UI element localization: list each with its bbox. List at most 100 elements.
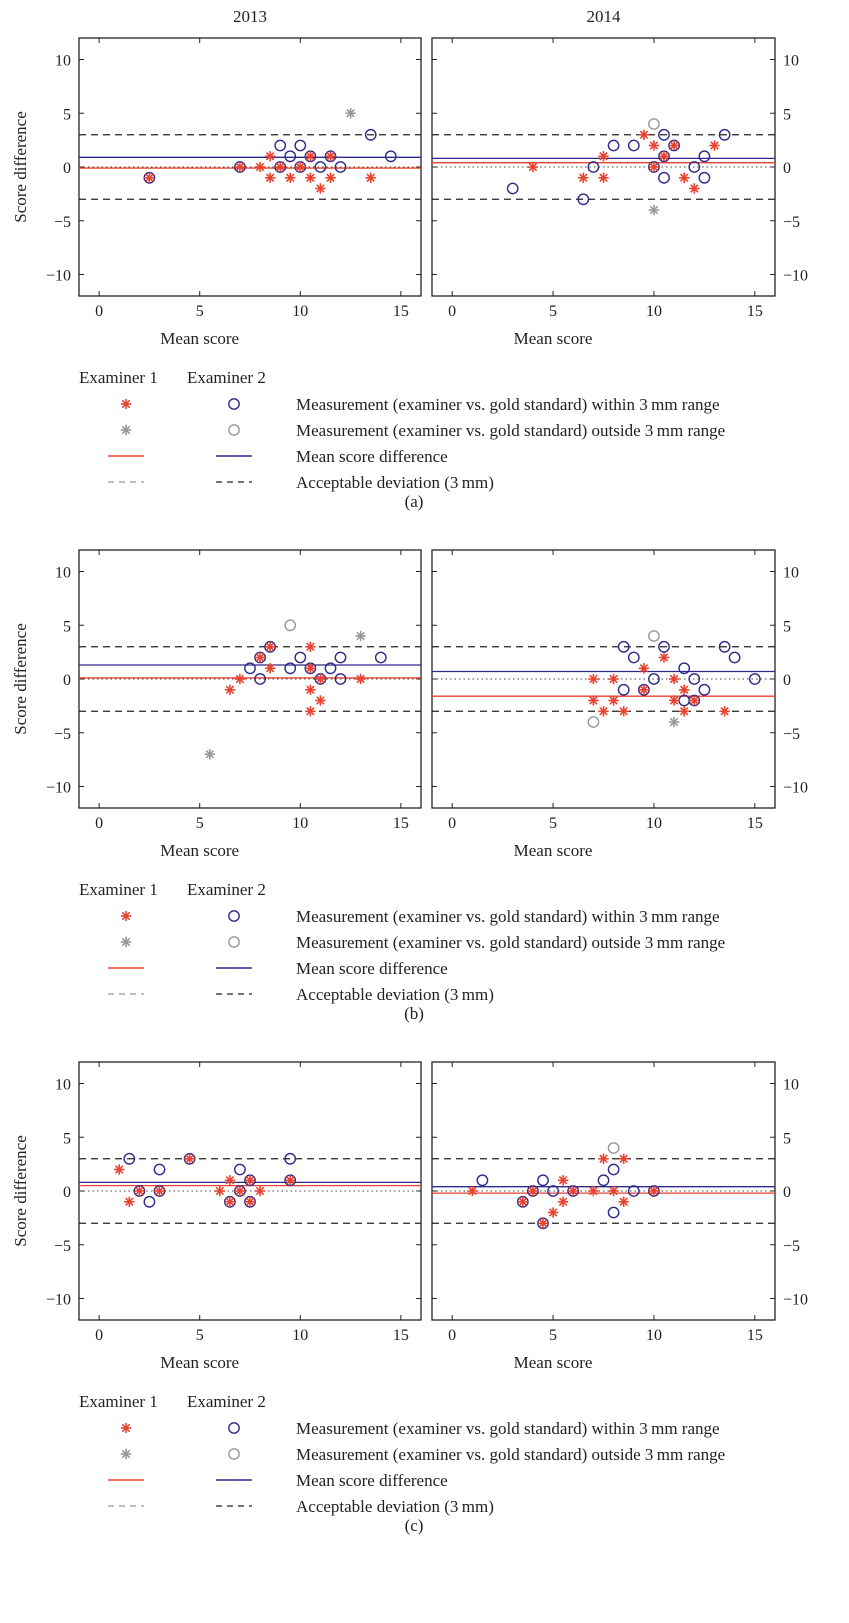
examiner1-within-point [608, 1185, 619, 1197]
x-tick-label: 15 [747, 815, 763, 832]
legend-header-examiner2: Examiner 2 [187, 368, 266, 387]
y-tick-label: −10 [783, 268, 808, 285]
examiner2-within-point [658, 128, 670, 141]
examiner1-within-point [598, 151, 609, 162]
examiner1-within-point [679, 684, 690, 695]
examiner2-within-point [688, 673, 701, 685]
examiner1-within-point [598, 172, 609, 184]
examiner1-within-point [234, 673, 246, 685]
examiner2-within-point [638, 683, 650, 696]
x-tick-label: 10 [646, 815, 662, 832]
examiner2-within-point [244, 662, 256, 675]
legend-marker-examiner1-within [120, 910, 132, 922]
y-tick-label: 0 [63, 1184, 71, 1201]
examiner2-within-point [294, 651, 307, 664]
examiner2-within-point [617, 640, 630, 653]
examiner1-within-point [547, 1207, 559, 1218]
examiner1-within-point [315, 673, 326, 685]
y-tick-label: 10 [55, 1077, 71, 1094]
legend-marker-examiner2-outside [228, 1448, 240, 1460]
panel-label: (b) [404, 1004, 424, 1023]
examiner2-within-point [254, 673, 267, 685]
legend-marker-examiner2-within [228, 398, 240, 410]
examiner1-within-point [285, 172, 296, 184]
x-tick-label: 0 [95, 303, 103, 320]
legend-marker-examiner2-outside [228, 936, 240, 948]
legend: Examiner 1 Examiner 2 Measurement (examine… [79, 368, 725, 492]
x-tick-label: 15 [747, 303, 763, 320]
examiner1-within-point [214, 1185, 226, 1197]
examiner1-within-point [224, 684, 236, 695]
examiner2-within-point [334, 673, 347, 685]
legend-row-text: Measurement (examiner vs. gold standard)… [296, 907, 720, 926]
legend-row-text: Measurement (examiner vs. gold standard)… [296, 933, 725, 952]
examiner1-outside-point [345, 108, 356, 119]
x-axis-label: Mean score [514, 841, 593, 860]
x-tick-label: 15 [393, 1327, 409, 1344]
examiner2-within-point [698, 171, 711, 184]
legend-row-text: Measurement (examiner vs. gold standard)… [296, 421, 725, 440]
examiner2-within-point [143, 1195, 156, 1208]
x-tick-label: 5 [196, 815, 204, 832]
examiner2-outside-point [284, 619, 297, 632]
examiner2-within-point [123, 1152, 136, 1165]
legend-row-text: Measurement (examiner vs. gold standard)… [296, 1445, 725, 1464]
examiner1-within-point [134, 1185, 145, 1197]
x-tick-label: 15 [393, 303, 409, 320]
examiner1-within-point [224, 1175, 236, 1186]
y-tick-label: −10 [783, 780, 808, 797]
legend-marker-examiner2-within [228, 1422, 240, 1434]
examiner2-within-point [658, 640, 670, 653]
examiner2-within-point [698, 150, 711, 163]
x-tick-label: 0 [95, 815, 103, 832]
examiner2-within-point [274, 139, 287, 152]
examiner1-within-point [668, 140, 680, 151]
x-tick-label: 0 [95, 1327, 103, 1344]
x-tick-label: 0 [448, 303, 456, 320]
x-tick-label: 5 [549, 1327, 557, 1344]
y-axis-label: Score difference [11, 1135, 30, 1247]
examiner2-within-point [314, 161, 327, 173]
examiner1-within-point [648, 140, 660, 151]
examiner1-within-point [618, 1153, 629, 1165]
examiner2-within-point [476, 1174, 489, 1187]
legend-row-text: Acceptable deviation (3 mm) [296, 1497, 494, 1516]
examiner1-within-point [588, 695, 599, 706]
examiner1-within-point [305, 151, 316, 162]
legend-marker-examiner1-outside [120, 1448, 132, 1460]
legend-header-examiner1: Examiner 1 [79, 880, 158, 899]
y-axis-label: Score difference [11, 623, 30, 735]
examiner1-within-point [305, 172, 316, 184]
examiner1-within-point [689, 183, 700, 194]
examiner2-within-point [688, 694, 701, 707]
examiner1-within-point [527, 161, 539, 173]
examiner1-within-point [264, 641, 276, 652]
legend-header-examiner2: Examiner 2 [187, 880, 266, 899]
examiner2-within-point [324, 662, 337, 675]
examiner1-within-point [224, 1196, 236, 1208]
examiner1-within-point [608, 673, 619, 685]
y-tick-label: −5 [54, 1238, 71, 1255]
y-tick-label: −5 [54, 726, 71, 743]
y-tick-label: 5 [63, 106, 71, 123]
examiner2-within-point [334, 161, 347, 173]
y-tick-label: −5 [783, 214, 800, 231]
examiner2-within-point [537, 1174, 549, 1187]
examiner2-within-point [153, 1163, 166, 1176]
legend-marker-examiner1-within [120, 1422, 132, 1434]
legend-header-examiner2: Examiner 2 [187, 1392, 266, 1411]
x-axis-label: Mean score [160, 841, 239, 860]
legend-row-text: Mean score difference [296, 1471, 448, 1490]
examiner1-within-point [305, 684, 316, 695]
examiner2-within-point [728, 651, 741, 664]
examiner1-within-point [244, 1175, 256, 1186]
examiner1-within-point [254, 1185, 266, 1197]
subplot: 0 5 10 15 −10 −5 0 5 10 Mean score Score differenc… [11, 37, 422, 348]
y-tick-label: 0 [63, 160, 71, 177]
examiner1-within-point [264, 663, 276, 674]
examiner1-within-point [557, 1175, 569, 1186]
examiner2-within-point [648, 673, 660, 685]
x-axis-label: Mean score [514, 1353, 593, 1372]
y-tick-label: 10 [55, 53, 71, 70]
y-tick-label: −5 [54, 214, 71, 231]
